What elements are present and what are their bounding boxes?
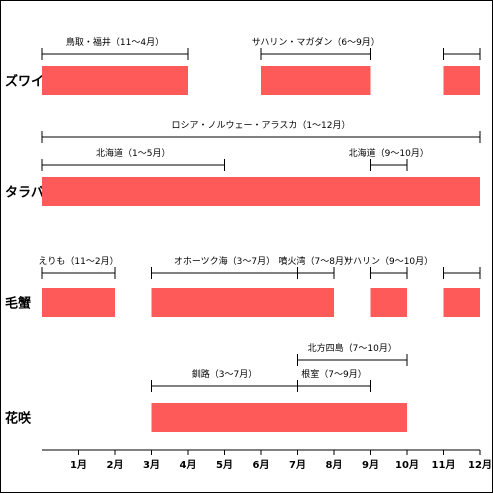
region-label: 鳥取・福井（11～4月） [66,36,164,48]
season-bar [261,66,371,95]
x-tick-label: 8月 [326,459,343,471]
season-bar [443,66,480,95]
region-label: 釧路（3～7月） [192,368,257,380]
x-tick-label: 11月 [432,459,456,471]
season-bar [443,288,480,317]
category-label: ズワイ [5,74,44,90]
region-label: 北方四島（7～10月） [308,342,397,354]
x-tick-label: 9月 [362,459,379,471]
season-bar [151,403,407,432]
x-tick-label: 2月 [107,459,124,471]
x-tick-label: 10月 [395,459,419,471]
x-tick-label: 5月 [216,459,233,471]
season-bar [151,288,334,317]
region-label: 北海道（9～10月） [349,147,429,159]
season-bar [42,177,480,206]
x-tick-label: 4月 [180,459,197,471]
x-tick-label: 7月 [289,459,306,471]
season-bar [42,66,188,95]
x-tick-label: 1月 [70,459,87,471]
region-label: サハリン・マガダン（6～9月） [252,36,380,48]
x-tick-label: 3月 [143,459,160,471]
category-label: タラバ [5,186,44,201]
x-tick-label: 6月 [253,459,270,471]
x-tick-label: 12月 [468,459,492,471]
category-label: 毛蟹 [5,296,31,312]
season-bar [42,288,115,317]
region-label: 根室（7～9月） [301,368,366,380]
region-label: ロシア・ノルウェー・アラスカ（1～12月） [172,120,351,131]
region-label: 北海道（1～5月） [96,147,170,159]
region-label: えりも（11～2月） [38,256,118,267]
season-bar [370,288,407,317]
region-label: オホーツク海（3～7月） [174,255,275,267]
category-label: 花咲 [5,411,32,427]
region-label: 噴火湾（7～8月） [279,255,353,267]
region-label: サハリン（9～10月） [344,256,433,267]
